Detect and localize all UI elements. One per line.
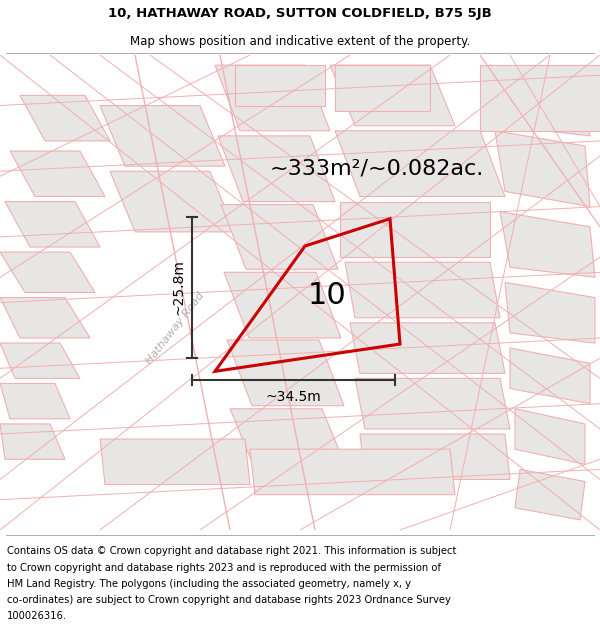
Text: Hathaway Road: Hathaway Road	[144, 290, 206, 366]
Text: 10: 10	[308, 281, 347, 309]
Polygon shape	[110, 171, 235, 232]
Polygon shape	[490, 65, 590, 136]
Polygon shape	[335, 65, 430, 111]
Text: ~34.5m: ~34.5m	[266, 389, 322, 404]
Polygon shape	[340, 201, 490, 257]
Polygon shape	[0, 343, 80, 378]
Polygon shape	[0, 252, 95, 292]
Text: Map shows position and indicative extent of the property.: Map shows position and indicative extent…	[130, 35, 470, 48]
Polygon shape	[360, 434, 510, 479]
Polygon shape	[330, 65, 455, 126]
Polygon shape	[215, 65, 330, 131]
Polygon shape	[221, 204, 338, 269]
Polygon shape	[10, 151, 105, 196]
Text: HM Land Registry. The polygons (including the associated geometry, namely x, y: HM Land Registry. The polygons (includin…	[7, 579, 411, 589]
Polygon shape	[100, 106, 225, 166]
Text: Contains OS data © Crown copyright and database right 2021. This information is : Contains OS data © Crown copyright and d…	[7, 546, 457, 556]
Polygon shape	[500, 212, 595, 278]
Text: to Crown copyright and database rights 2023 and is reproduced with the permissio: to Crown copyright and database rights 2…	[7, 562, 441, 572]
Polygon shape	[100, 439, 250, 484]
Text: ~333m²/~0.082ac.: ~333m²/~0.082ac.	[270, 158, 484, 178]
Polygon shape	[505, 282, 595, 343]
Polygon shape	[235, 65, 325, 106]
Polygon shape	[515, 469, 585, 520]
Text: 100026316.: 100026316.	[7, 611, 67, 621]
Polygon shape	[0, 298, 90, 338]
Polygon shape	[495, 131, 590, 207]
Polygon shape	[480, 65, 600, 131]
Polygon shape	[20, 96, 110, 141]
Polygon shape	[224, 272, 341, 338]
Polygon shape	[227, 340, 344, 406]
Polygon shape	[515, 409, 585, 464]
Polygon shape	[350, 323, 505, 373]
Text: ~25.8m: ~25.8m	[171, 259, 185, 316]
Text: 10, HATHAWAY ROAD, SUTTON COLDFIELD, B75 5JB: 10, HATHAWAY ROAD, SUTTON COLDFIELD, B75…	[108, 8, 492, 20]
Polygon shape	[230, 409, 347, 469]
Polygon shape	[345, 262, 500, 318]
Polygon shape	[218, 136, 335, 201]
Polygon shape	[510, 348, 590, 404]
Polygon shape	[5, 201, 100, 247]
Polygon shape	[335, 131, 505, 196]
Polygon shape	[355, 378, 510, 429]
Polygon shape	[250, 449, 455, 494]
Polygon shape	[0, 384, 70, 419]
Text: co-ordinates) are subject to Crown copyright and database rights 2023 Ordnance S: co-ordinates) are subject to Crown copyr…	[7, 595, 451, 605]
Polygon shape	[0, 424, 65, 459]
